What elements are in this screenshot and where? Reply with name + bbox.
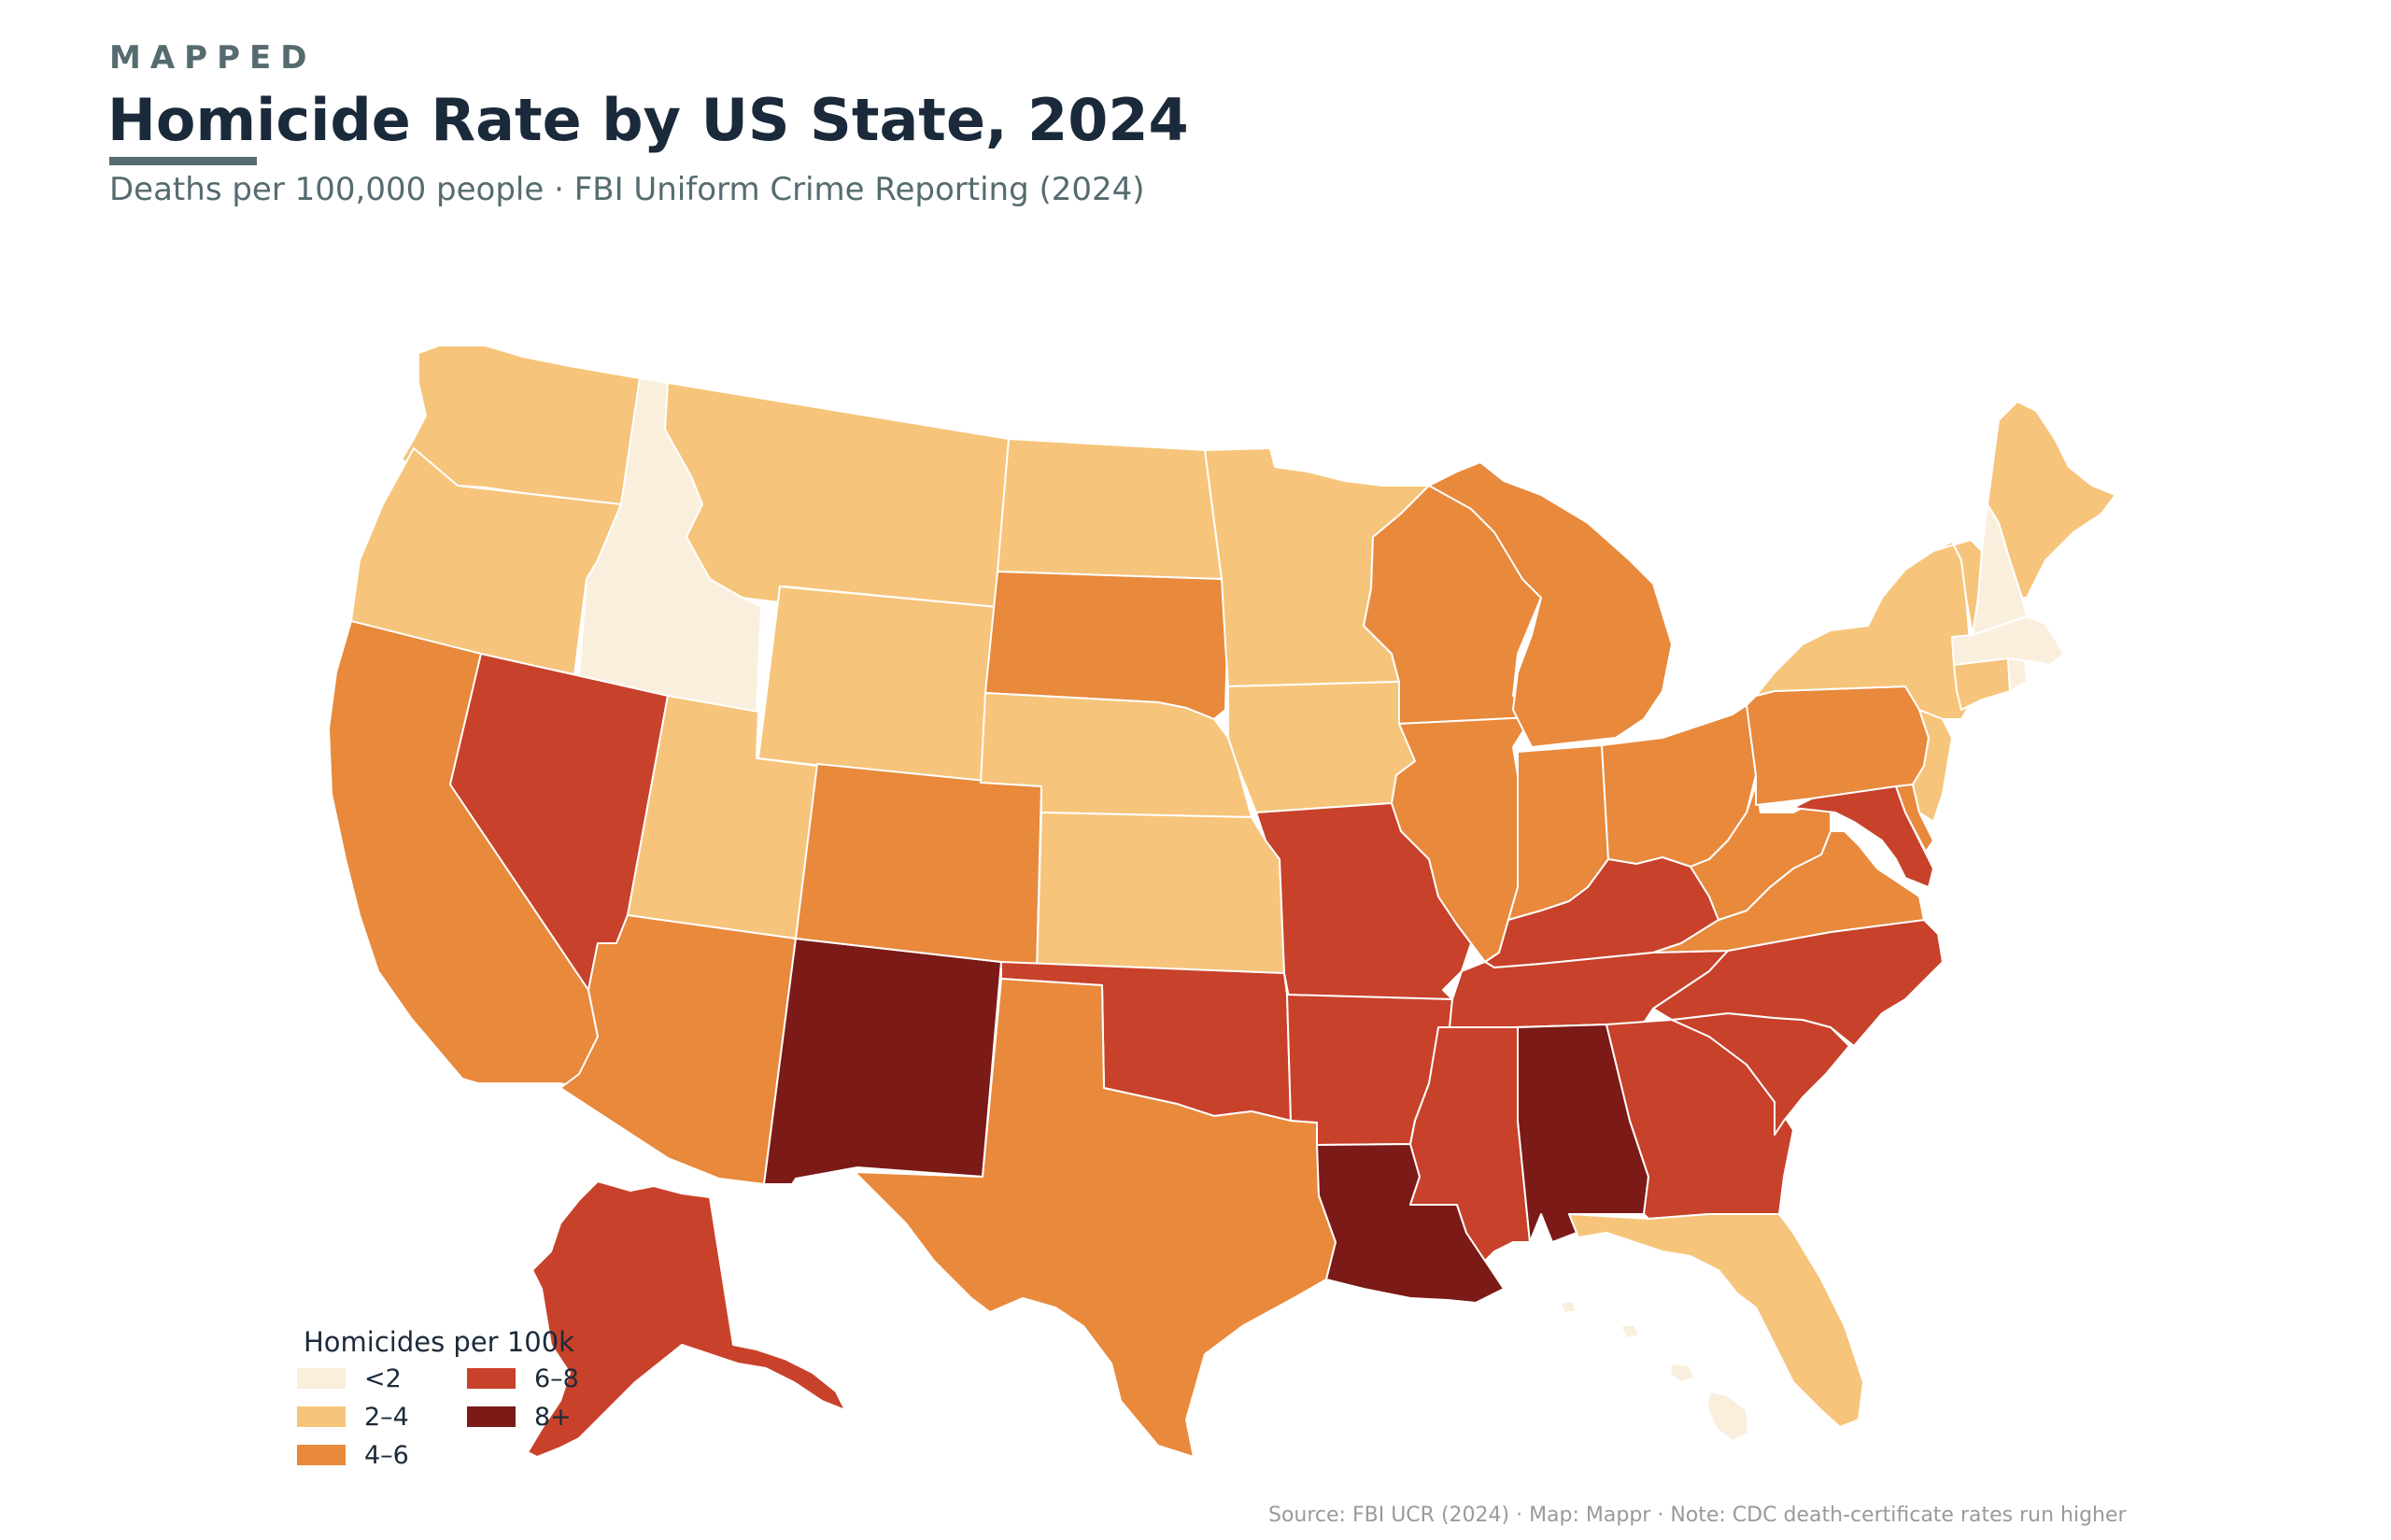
legend-swatch [297,1445,346,1465]
state-ME[interactable] [1987,401,2116,599]
state-HI[interactable] [1706,1391,1749,1442]
legend-item-2-4: 2–4 [297,1400,467,1434]
legend-label: 8+ [534,1402,572,1432]
page-title: Homicide Rate by US State, 2024 [107,86,1189,154]
page-subtitle: Deaths per 100,000 people · FBI Uniform … [109,171,1145,208]
title-underline [109,157,257,165]
state-HI-oahu[interactable] [1620,1323,1640,1339]
state-HI-kauai[interactable] [1559,1300,1577,1314]
source-note: Source: FBI UCR (2024) · Map: Mappr · No… [1268,1504,2127,1527]
state-TX[interactable] [854,978,1337,1458]
legend-swatch [297,1368,346,1389]
legend-item-8plus: 8+ [467,1400,588,1434]
state-AZ[interactable] [559,914,797,1185]
legend-item-4-6: 4–6 [297,1438,467,1472]
state-MI[interactable] [1428,461,1673,748]
state-HI-maui[interactable] [1669,1363,1696,1383]
legend-label: 4–6 [364,1440,409,1470]
state-OR[interactable] [350,447,622,675]
legend-swatch [467,1406,516,1427]
state-WY[interactable] [757,586,998,785]
state-IL[interactable] [1391,716,1533,963]
legend: Homicides per 100k <2 6–8 2–4 8+ 4–6 [297,1326,588,1472]
legend-item-lt2: <2 [297,1362,467,1395]
state-ND[interactable] [997,438,1223,580]
state-NC[interactable] [1652,919,1944,1047]
state-MT[interactable] [664,382,1010,608]
legend-title: Homicides per 100k [304,1326,574,1358]
state-AK[interactable] [527,1180,846,1458]
legend-swatch [467,1368,516,1389]
eyebrow-label: MAPPED [109,39,317,77]
state-NM[interactable] [763,938,1002,1185]
legend-grid: <2 6–8 2–4 8+ 4–6 [297,1362,588,1472]
legend-item-6-8: 6–8 [467,1362,588,1395]
state-CO[interactable] [795,763,1042,972]
legend-label: 6–8 [534,1363,579,1393]
legend-label: 2–4 [364,1402,409,1432]
state-CT[interactable] [1953,657,2011,711]
state-KS[interactable] [1036,812,1285,974]
state-RI[interactable] [2007,657,2028,692]
state-FL[interactable] [1568,1213,1864,1428]
legend-label: <2 [364,1363,402,1393]
state-NJ[interactable] [1912,709,1953,823]
legend-swatch [297,1406,346,1427]
